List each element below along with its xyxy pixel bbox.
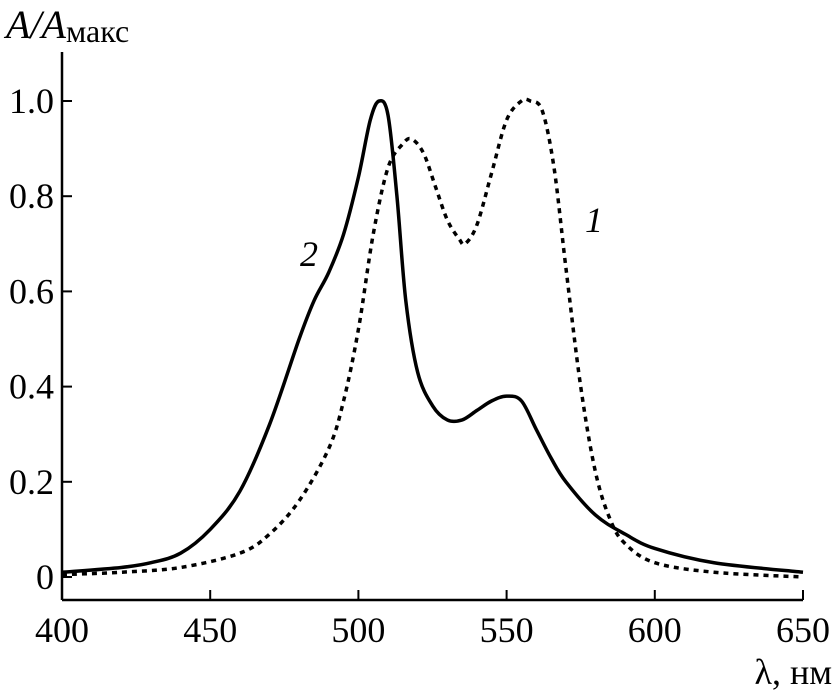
y-tick-label: 0.8 bbox=[9, 176, 54, 216]
series-group bbox=[61, 97, 804, 579]
x-ticks: 400 450 500 550 600 650 bbox=[35, 590, 830, 650]
x-axis-title: λ, нм bbox=[754, 652, 832, 692]
y-ticks: 0 0.2 0.4 0.6 0.8 1.0 bbox=[9, 81, 72, 597]
series-1-line bbox=[61, 97, 804, 579]
x-tick-label: 450 bbox=[183, 610, 237, 650]
axes bbox=[60, 52, 803, 602]
y-tick-label: 0.6 bbox=[9, 271, 54, 311]
x-tick-label: 500 bbox=[331, 610, 385, 650]
y-axis-title-sub: макс bbox=[66, 13, 129, 49]
x-tick-label: 600 bbox=[628, 610, 682, 650]
y-axis-title-main: A/A bbox=[3, 2, 67, 47]
x-tick-label: 550 bbox=[480, 610, 534, 650]
y-tick-label: 0.4 bbox=[9, 367, 54, 407]
x-tick-label: 400 bbox=[35, 610, 89, 650]
series-2-label: 2 bbox=[300, 234, 318, 274]
series-2-line bbox=[61, 98, 804, 574]
x-tick-label: 650 bbox=[776, 610, 830, 650]
y-tick-label: 0.2 bbox=[9, 462, 54, 502]
series-1-label: 1 bbox=[585, 200, 603, 240]
y-tick-label: 1.0 bbox=[9, 81, 54, 121]
y-tick-label: 0 bbox=[36, 557, 54, 597]
y-axis-title: A/Aмакс bbox=[3, 2, 129, 49]
